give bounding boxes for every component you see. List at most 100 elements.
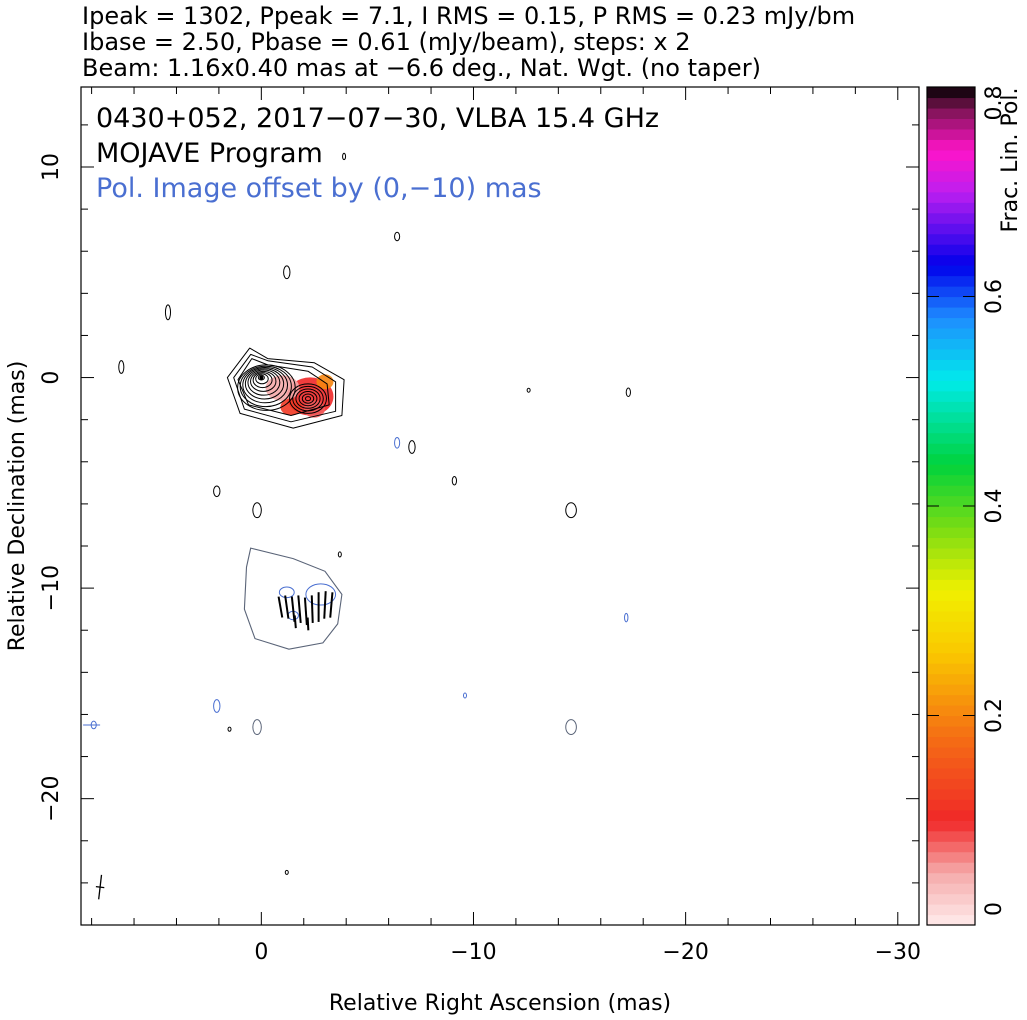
y-tick-label: −10 bbox=[39, 565, 64, 611]
x-tick-label: −30 bbox=[875, 940, 921, 965]
evpa-vector bbox=[303, 597, 308, 626]
colorbar-segment bbox=[927, 286, 975, 298]
core-contour bbox=[252, 372, 273, 389]
colorbar-segment bbox=[927, 631, 975, 643]
colorbar-segment bbox=[927, 568, 975, 580]
noise-contour bbox=[565, 502, 577, 519]
jet-knot-contour bbox=[304, 396, 312, 402]
total-intensity-contours bbox=[226, 347, 345, 429]
pol-noise-contour bbox=[213, 699, 221, 713]
colorbar-segment bbox=[927, 212, 975, 224]
colorbar-segment bbox=[927, 715, 975, 727]
noise-contour bbox=[252, 502, 262, 519]
jet-knot-contour bbox=[295, 388, 321, 409]
colorbar-segment bbox=[927, 348, 975, 360]
colorbar-segment bbox=[927, 893, 975, 905]
colorbar-segment bbox=[927, 149, 975, 161]
colorbar-segment bbox=[927, 181, 975, 193]
x-tick-label: −20 bbox=[662, 940, 708, 965]
pol-intensity-contour bbox=[278, 586, 295, 599]
colorbar-segment bbox=[927, 652, 975, 664]
colorbar-segment bbox=[927, 746, 975, 758]
colorbar-segment bbox=[927, 558, 975, 570]
pol-noise-contour bbox=[624, 612, 629, 623]
pol-color-blob bbox=[280, 398, 302, 416]
colorbar-segment bbox=[927, 327, 975, 339]
core-contour bbox=[244, 368, 285, 400]
evpa-vector bbox=[284, 595, 290, 619]
colorbar-segment bbox=[927, 537, 975, 549]
evpa-vector bbox=[277, 596, 284, 618]
colorbar-label: Frac. Lin. Pol. bbox=[998, 87, 1023, 232]
colorbar-segment bbox=[927, 275, 975, 287]
core-contour bbox=[250, 370, 277, 392]
x-tick-label: −10 bbox=[450, 940, 496, 965]
colorbar-segment bbox=[927, 904, 975, 916]
noise-contour bbox=[283, 265, 291, 280]
colorbar-segment bbox=[927, 820, 975, 832]
colorbar-segment bbox=[927, 725, 975, 738]
colorbar-segment bbox=[927, 547, 975, 559]
colorbar-segment bbox=[927, 705, 975, 717]
colorbar-segment bbox=[927, 767, 975, 779]
colorbar-tick-label: 0.8 bbox=[982, 86, 1007, 121]
noise-contour bbox=[118, 360, 125, 374]
program-annotation: MOJAVE Program bbox=[96, 138, 323, 169]
axis-ticks bbox=[81, 87, 919, 926]
colorbar-segment bbox=[927, 883, 975, 895]
colorbar-segment bbox=[927, 369, 975, 381]
colorbar-segment bbox=[927, 778, 975, 790]
noise-contour bbox=[408, 440, 416, 454]
pol-noise-contour-gray bbox=[252, 719, 262, 736]
colorbar-segment bbox=[927, 97, 975, 109]
pol-intensity-contour bbox=[305, 583, 337, 606]
noise-contours bbox=[83, 152, 631, 875]
noise-contour bbox=[284, 869, 289, 875]
colorbar-tick-label: 0 bbox=[982, 902, 1007, 916]
pol-total-intensity-contour bbox=[243, 547, 343, 650]
evpa-vector bbox=[293, 615, 297, 629]
colorbar-segment bbox=[927, 244, 975, 256]
y-axis-label: Relative Declination (mas) bbox=[5, 361, 30, 652]
jet-knot-contour bbox=[292, 385, 324, 412]
colorbar-segment bbox=[927, 338, 975, 350]
y-tick-label: 10 bbox=[39, 153, 64, 181]
colorbar-segment bbox=[927, 663, 975, 675]
colorbar-segment bbox=[927, 87, 975, 99]
colorbar-segment bbox=[927, 694, 975, 706]
jet-knot-contour bbox=[298, 390, 318, 407]
colorbar-segment bbox=[927, 757, 975, 769]
colorbar-segment bbox=[927, 118, 975, 130]
colorbar: 0 0.2 0.4 0.6 0.8 bbox=[926, 86, 1007, 926]
colorbar-segment bbox=[927, 516, 975, 528]
beam-marker bbox=[95, 874, 105, 900]
colorbar-tick-label: 0.6 bbox=[982, 279, 1007, 314]
evpa-vector bbox=[297, 595, 302, 623]
colorbar-segment bbox=[927, 202, 975, 214]
colorbar-segment bbox=[927, 191, 975, 203]
plot-frame bbox=[80, 86, 920, 926]
colorbar-segment bbox=[927, 443, 975, 455]
noise-contour bbox=[625, 387, 631, 398]
colorbar-segment bbox=[927, 600, 975, 612]
colorbar-segment bbox=[927, 526, 975, 539]
colorbar-tick-label: 0.2 bbox=[982, 698, 1007, 733]
jet-knot-contour bbox=[289, 383, 327, 414]
core-peak-dot bbox=[259, 375, 264, 380]
evpa-vector bbox=[306, 617, 310, 631]
colorbar-segment bbox=[927, 306, 975, 319]
colorbar-segment bbox=[927, 223, 975, 235]
colorbar-segment bbox=[927, 589, 975, 601]
evpa-vector bbox=[323, 591, 327, 619]
noise-contour bbox=[342, 152, 347, 161]
colorbar-segment bbox=[927, 788, 975, 800]
core-contour bbox=[257, 374, 265, 381]
jet-knot-contour bbox=[301, 393, 315, 404]
evpa-vector bbox=[310, 595, 314, 623]
colorbar-segment bbox=[927, 474, 975, 486]
noise-contour bbox=[451, 475, 458, 486]
noise-contour bbox=[337, 551, 342, 558]
noise-contour bbox=[227, 726, 232, 732]
colorbar-segment bbox=[927, 453, 975, 465]
colorbar-segment bbox=[927, 485, 975, 497]
